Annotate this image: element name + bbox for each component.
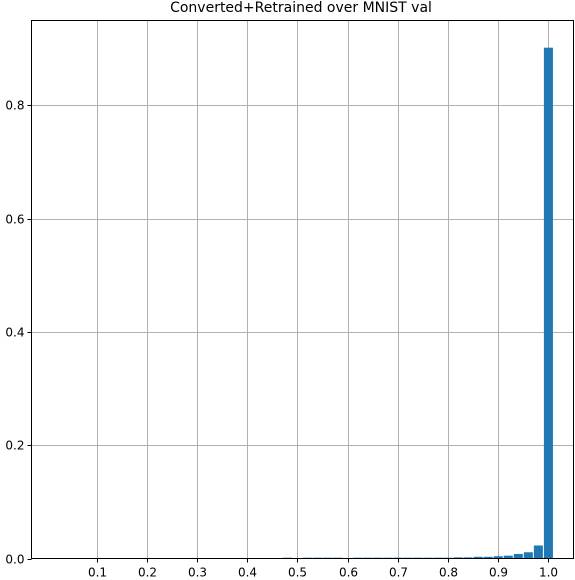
x-tick-label: 0.5 (288, 566, 307, 580)
y-axis: 0.0 0.2 0.4 0.6 0.8 (5, 99, 32, 567)
y-tick-label: 0.6 (5, 213, 24, 227)
histogram-bar (523, 552, 533, 559)
x-tick-label: 0.6 (339, 566, 358, 580)
x-tick-label: 0.9 (489, 566, 508, 580)
histogram-bar (533, 545, 543, 559)
x-tick-label: 0.2 (138, 566, 157, 580)
histogram-bar (513, 553, 523, 559)
chart-title: Converted+Retrained over MNIST val (170, 0, 432, 16)
grid (31, 20, 574, 559)
histogram-bar (493, 556, 503, 559)
y-tick-label: 0.2 (5, 439, 24, 453)
histogram-bar (453, 557, 463, 559)
x-tick-label: 0.1 (88, 566, 107, 580)
plot-frame (31, 20, 574, 559)
y-tick-label: 0.0 (5, 553, 24, 567)
histogram-bar (483, 556, 493, 559)
x-tick-label: 0.3 (188, 566, 207, 580)
bars (282, 47, 553, 559)
x-tick-label: 1.0 (539, 566, 558, 580)
histogram-bar (543, 47, 553, 559)
histogram-bar (473, 556, 483, 559)
histogram-bar (463, 557, 473, 559)
y-tick-label: 0.4 (5, 326, 24, 340)
x-tick-label: 0.8 (439, 566, 458, 580)
x-tick-label: 0.4 (238, 566, 257, 580)
x-axis: 0.1 0.2 0.3 0.4 0.5 0.6 0.7 0.8 0.9 1.0 (88, 558, 558, 580)
x-tick-label: 0.7 (389, 566, 408, 580)
histogram-bar (503, 555, 513, 559)
y-tick-label: 0.8 (5, 99, 24, 113)
